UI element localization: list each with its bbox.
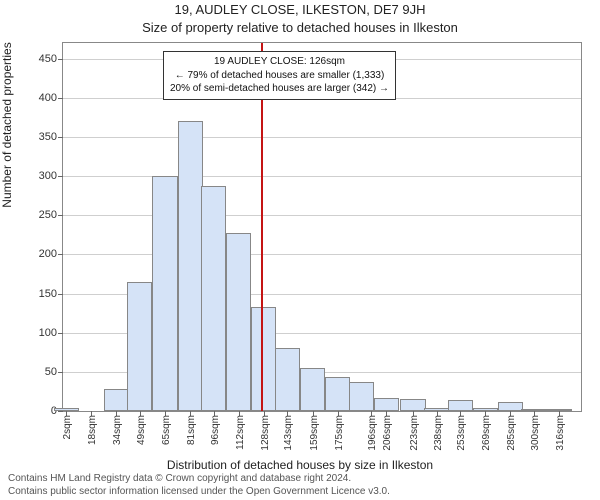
gridline	[63, 176, 581, 177]
callout-line3: 20% of semi-detached houses are larger (…	[170, 82, 389, 96]
histogram-bar	[178, 121, 203, 411]
histogram-bar	[251, 307, 276, 411]
histogram-bar	[104, 389, 129, 411]
ytick-mark	[58, 215, 63, 216]
ytick-mark	[58, 294, 63, 295]
plot-area: 0501001502002503003504004502sqm18sqm34sq…	[62, 42, 582, 412]
xtick-label: 128sqm	[260, 411, 271, 451]
histogram-bar	[400, 399, 425, 411]
xtick-label: 223sqm	[409, 411, 420, 451]
ytick-label: 450	[39, 53, 57, 65]
footnote-line2: Contains public sector information licen…	[8, 486, 390, 497]
chart-container: 19, AUDLEY CLOSE, ILKESTON, DE7 9JH Size…	[0, 0, 600, 500]
xtick-label: 49sqm	[136, 411, 147, 445]
histogram-bar	[498, 402, 523, 411]
xtick-label: 65sqm	[161, 411, 172, 445]
ytick-mark	[58, 98, 63, 99]
gridline	[63, 254, 581, 255]
ytick-label: 200	[39, 248, 57, 260]
histogram-bar	[226, 233, 251, 411]
xtick-label: 112sqm	[235, 411, 246, 450]
gridline	[63, 137, 581, 138]
histogram-bar	[349, 382, 374, 411]
histogram-bar	[374, 398, 399, 411]
ytick-mark	[58, 254, 63, 255]
histogram-bar	[448, 400, 473, 411]
xtick-label: 238sqm	[433, 411, 444, 451]
chart-title-sub: Size of property relative to detached ho…	[0, 20, 600, 35]
footnote: Contains HM Land Registry data © Crown c…	[8, 473, 390, 498]
histogram-bar	[275, 348, 300, 411]
xtick-label: 253sqm	[456, 411, 467, 451]
xtick-label: 18sqm	[87, 411, 98, 445]
ytick-label: 400	[39, 92, 57, 104]
xtick-label: 34sqm	[112, 411, 123, 445]
callout-line2: ← 79% of detached houses are smaller (1,…	[170, 69, 389, 83]
histogram-bar	[300, 368, 325, 411]
ytick-mark	[58, 176, 63, 177]
xtick-label: 175sqm	[334, 411, 345, 451]
y-axis-label: Number of detached properties	[0, 0, 14, 250]
chart-title-main: 19, AUDLEY CLOSE, ILKESTON, DE7 9JH	[0, 2, 600, 17]
xtick-label: 196sqm	[367, 411, 378, 451]
xtick-label: 81sqm	[186, 411, 197, 445]
ytick-label: 150	[39, 288, 57, 300]
xtick-label: 269sqm	[481, 411, 492, 451]
x-axis-label: Distribution of detached houses by size …	[0, 458, 600, 472]
xtick-label: 300sqm	[530, 411, 541, 451]
histogram-bar	[325, 377, 350, 411]
ytick-label: 350	[39, 131, 57, 143]
histogram-bar	[152, 176, 177, 411]
ytick-label: 300	[39, 170, 57, 182]
gridline	[63, 215, 581, 216]
ytick-mark	[58, 137, 63, 138]
ytick-label: 250	[39, 209, 57, 221]
ytick-mark	[58, 59, 63, 60]
ytick-label: 100	[39, 327, 57, 339]
ytick-label: 50	[45, 366, 57, 378]
xtick-label: 2sqm	[62, 411, 73, 439]
ytick-mark	[58, 333, 63, 334]
callout-box: 19 AUDLEY CLOSE: 126sqm← 79% of detached…	[163, 51, 396, 100]
xtick-label: 143sqm	[283, 411, 294, 451]
xtick-label: 206sqm	[382, 411, 393, 451]
ytick-label: 0	[51, 405, 57, 417]
footnote-line1: Contains HM Land Registry data © Crown c…	[8, 473, 351, 484]
histogram-bar	[127, 282, 152, 411]
xtick-label: 159sqm	[309, 411, 320, 451]
xtick-label: 316sqm	[555, 411, 566, 451]
ytick-mark	[58, 372, 63, 373]
xtick-label: 285sqm	[506, 411, 517, 451]
xtick-label: 96sqm	[210, 411, 221, 445]
histogram-bar	[201, 186, 226, 411]
callout-line1: 19 AUDLEY CLOSE: 126sqm	[170, 55, 389, 69]
